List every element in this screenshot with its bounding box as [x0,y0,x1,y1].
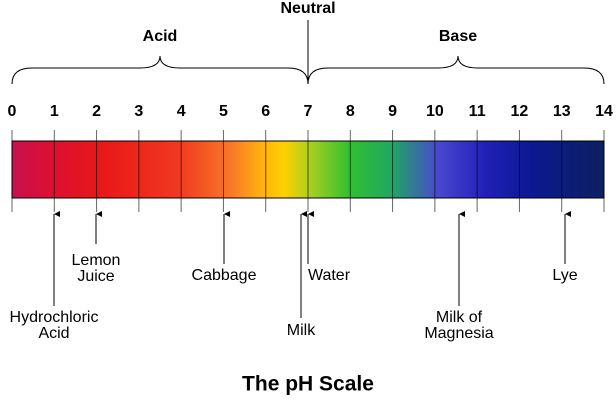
base-label: Base [439,28,477,45]
tick-label: 7 [304,103,313,120]
tick-label: 12 [511,103,529,120]
substance-label: Milk of [436,309,483,326]
tick-label: 8 [346,103,355,120]
base-brace [307,55,605,85]
substance-label: Cabbage [192,267,257,284]
acid-brace [11,55,309,85]
tick-label: 3 [134,103,143,120]
substance-label: Lemon [72,252,121,269]
acid-label: Acid [143,28,178,45]
substance-label: Lye [552,267,577,284]
tick-label: 11 [469,103,486,120]
tick-label: 6 [261,103,270,120]
tick-label: 9 [388,103,397,120]
tick-label: 2 [92,103,101,120]
tick-label: 10 [426,103,444,120]
tick-label: 14 [595,103,613,120]
tick-label: 0 [8,103,17,120]
substance-label: Hydrochloric [10,309,99,326]
substance-label: Magnesia [424,325,493,342]
substance-label: Milk [287,322,316,339]
substance-label: Juice [77,268,114,285]
tick-label: 1 [50,103,59,120]
tick-label: 5 [219,103,228,120]
substance-label: Acid [38,325,69,342]
substance-label: Water [308,267,351,284]
tick-label: 4 [177,103,186,120]
tick-label: 13 [553,103,571,120]
neutral-label: Neutral [280,0,335,17]
title: The pH Scale [242,373,374,396]
